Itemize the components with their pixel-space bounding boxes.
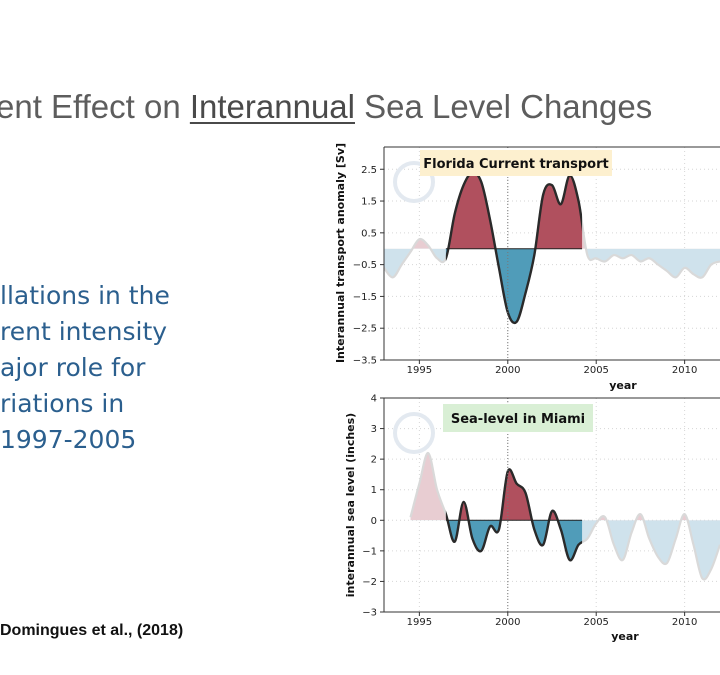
noaa-logo-watermark — [393, 161, 435, 203]
y-tick-label: −1 — [362, 546, 377, 557]
series-area-positive — [445, 469, 558, 521]
x-tick-label: 2000 — [495, 617, 520, 628]
bullet-line: 1997-2005 — [0, 425, 137, 454]
x-tick-label: 2005 — [583, 617, 608, 628]
chart-panel-2: 4 3 2 1 0 −1 −2 −3 1995 2000 2005 2010 year interannu… — [344, 394, 720, 643]
y-tick-label: 4 — [371, 394, 377, 405]
series-area-negative — [445, 248, 536, 323]
series-area-positive — [445, 172, 583, 249]
slide-title: ent Effect on Interannual Sea Level Chan… — [0, 88, 652, 126]
series-line — [445, 171, 583, 325]
series-area-faded-positive — [410, 453, 688, 521]
bullet-line: rent intensity — [0, 317, 168, 346]
y-tick-label: −2.5 — [353, 324, 377, 335]
bullet-line: llations in the — [0, 281, 170, 310]
x-tick-label: 2005 — [583, 365, 608, 376]
x-axis-label: year — [611, 630, 639, 643]
series-area-faded-negative — [410, 520, 720, 580]
y-tick-label: −3 — [362, 608, 377, 619]
chart-title-box — [420, 150, 612, 176]
y-tick-label: 1 — [371, 485, 377, 496]
series-area-faded-negative — [384, 248, 720, 323]
series-area-negative — [445, 520, 583, 561]
x-tick-label: 1995 — [407, 365, 432, 376]
x-tick-label: 2010 — [672, 365, 697, 376]
series-line-faded — [409, 451, 720, 581]
y-tick-label: 3 — [371, 424, 377, 435]
noaa-logo-watermark — [393, 412, 435, 454]
bullet-line: riations in — [0, 389, 125, 418]
x-axis-label: year — [609, 379, 637, 392]
title-part: Sea Level Changes — [355, 88, 653, 125]
y-tick-label: 0 — [371, 516, 377, 527]
chart-title: Sea-level in Miami — [451, 412, 585, 427]
x-tick-label: 1995 — [407, 617, 432, 628]
y-axis-label: interannual sea level (inches) — [344, 413, 357, 597]
y-tick-label: −2 — [362, 577, 377, 588]
x-tick-label: 2010 — [672, 617, 697, 628]
citation: Domingues et al., (2018) — [0, 622, 184, 639]
y-tick-label: −1.5 — [353, 292, 377, 303]
title-part: ent Effect on — [0, 88, 190, 125]
chart-panel-1: 2.5 1.5 0.5 −0.5 −1.5 −2.5 −3.5 1995 2000 2005 201… — [334, 143, 720, 392]
x-tick-label: 2000 — [495, 365, 520, 376]
title-underlined-word: Interannual — [189, 88, 355, 125]
y-tick-label: 2 — [371, 455, 377, 466]
bullet-text: llations in the rent intensity ajor role f… — [0, 278, 170, 458]
series-line — [445, 468, 583, 562]
bullet-line: ajor role for — [0, 353, 146, 382]
chart-title: Florida Current transport — [423, 157, 608, 172]
y-axis-label: Interannual transport anomaly [Sv] — [334, 143, 347, 363]
y-tick-label: −3.5 — [353, 356, 377, 367]
y-tick-label: 2.5 — [361, 165, 377, 176]
chart-title-box — [443, 404, 593, 432]
y-tick-label: 1.5 — [361, 197, 377, 208]
y-tick-label: −0.5 — [353, 260, 377, 271]
y-tick-label: 0.5 — [361, 228, 377, 239]
